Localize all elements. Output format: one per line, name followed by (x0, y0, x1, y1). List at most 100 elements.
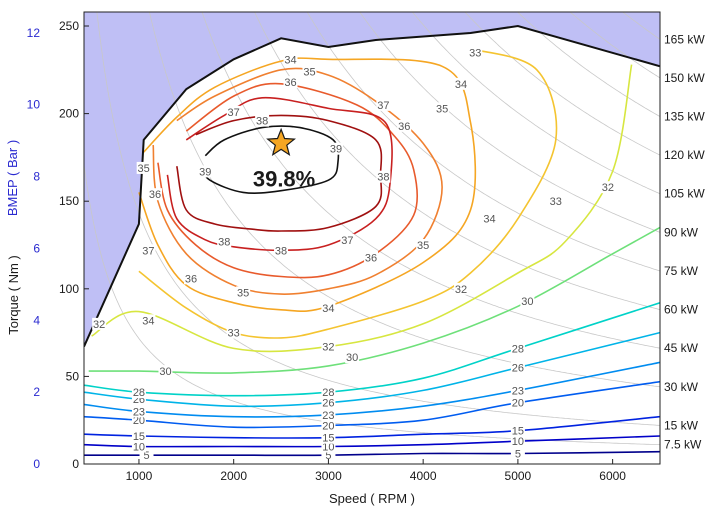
contour-label: 30 (159, 366, 171, 378)
contour-label: 23 (512, 385, 524, 397)
contour-label: 33 (469, 47, 481, 59)
bmep-tick-label: 12 (27, 26, 41, 40)
contour-label-bg (136, 161, 151, 174)
contour-label: 36 (365, 252, 377, 264)
contour-label: 28 (512, 343, 524, 355)
contour-label: 5 (143, 450, 149, 462)
plot-frame (83, 11, 661, 465)
x-tick-label: 5000 (505, 469, 532, 483)
contour-label-bg (131, 405, 146, 418)
contour-label: 36 (149, 189, 161, 201)
power-line (201, 12, 660, 349)
contour-label-bg (321, 408, 336, 421)
contour-label: 34 (483, 214, 495, 226)
contour-label: 10 (322, 441, 334, 453)
contour-label: 32 (93, 319, 105, 331)
contour-label-bg (255, 114, 270, 127)
x-tick-label: 3000 (315, 469, 342, 483)
power-line-label: 150 kW (664, 71, 705, 85)
power-line-label: 75 kW (664, 264, 699, 278)
power-line (306, 12, 660, 272)
contour-label: 34 (322, 303, 334, 315)
contour-label-bg (416, 239, 431, 252)
contour-label: 39 (330, 144, 342, 156)
x-tick-label: 4000 (410, 469, 437, 483)
contour-label-bg (148, 188, 163, 201)
bmep-tick-label: 2 (33, 385, 40, 399)
contour-label: 37 (142, 245, 154, 257)
contour-label: 36 (185, 273, 197, 285)
power-line (96, 12, 660, 426)
contour-label-bg (321, 396, 336, 409)
contour-label-bg (226, 105, 241, 118)
contour-label: 15 (322, 433, 334, 445)
contour-label-bg (321, 302, 336, 315)
contour-label-bg (329, 142, 343, 155)
contour-label-bg (510, 361, 525, 374)
contour-label-bg (321, 419, 336, 432)
contour-label-bg (510, 447, 525, 460)
contour-label-bg (454, 77, 469, 90)
contour-label: 26 (322, 398, 334, 410)
contour-label: 38 (256, 116, 268, 128)
contour-label: 5 (515, 448, 521, 460)
contour-label: 37 (341, 235, 353, 247)
operating-region (84, 26, 660, 464)
contour-label-bg (321, 386, 336, 399)
power-line (464, 12, 660, 156)
x-tick-label: 1000 (126, 469, 153, 483)
contour-label-bg (236, 286, 251, 299)
contour-label: 39 (199, 166, 211, 178)
max-torque-curve (84, 24, 660, 348)
contour-label-bg (510, 396, 525, 409)
contour-label-bg (131, 386, 146, 399)
contour-label: 38 (218, 237, 230, 249)
contour-label-bg (600, 181, 615, 194)
contour-label-bg (131, 440, 146, 453)
contour-label: 32 (602, 182, 614, 194)
x-tick-label: 6000 (599, 469, 626, 483)
y-tick-label: 250 (59, 19, 79, 33)
contour-label: 33 (550, 196, 562, 208)
power-line-label: 105 kW (664, 187, 705, 201)
contour-label: 34 (142, 315, 154, 327)
contour-label: 15 (133, 431, 145, 443)
y-axis-label: Torque ( Nm ) (6, 255, 21, 334)
power-line (359, 12, 660, 233)
contour-label-bg (397, 119, 412, 132)
contour-label-bg (141, 314, 156, 327)
y-tick-label: 50 (66, 369, 80, 383)
bmep-tick-label: 0 (33, 457, 40, 471)
contour-label-bg (226, 326, 241, 339)
contour-label: 26 (512, 363, 524, 375)
contour-label-bg (345, 351, 360, 364)
contour-label-bg (131, 429, 146, 442)
bmep-axis-ticks: 0 2 4 6 8 10 12 (27, 26, 41, 471)
efficiency-contour (84, 331, 660, 408)
contour-label-bg (510, 424, 525, 437)
power-line (84, 165, 660, 446)
efficiency-contour (176, 114, 383, 232)
contour-label-bg (482, 212, 497, 225)
contour-label: 38 (377, 172, 389, 184)
bmep-axis-label: BMEP ( Bar ) (5, 140, 20, 216)
contour-label-bg (376, 170, 391, 183)
y-tick-label: 100 (59, 282, 79, 296)
efficiency-contour (84, 380, 660, 429)
y-tick-label: 150 (59, 194, 79, 208)
power-line-label: 120 kW (664, 148, 705, 162)
contour-label: 35 (436, 103, 448, 115)
contour-label: 32 (455, 284, 467, 296)
contour-label-bg (510, 435, 525, 448)
peak-efficiency-label: 39.8% (253, 166, 315, 191)
bmep-tick-label: 4 (33, 313, 40, 327)
contour-label-bg (468, 46, 483, 59)
power-line-label: 90 kW (664, 225, 699, 239)
contour-label-bg (321, 340, 336, 353)
x-axis-label: Speed ( RPM ) (329, 491, 415, 506)
power-line-label: 15 kW (664, 418, 699, 432)
contour-label: 35 (417, 240, 429, 252)
contour-label: 20 (133, 415, 145, 427)
efficiency-contour (84, 361, 660, 418)
